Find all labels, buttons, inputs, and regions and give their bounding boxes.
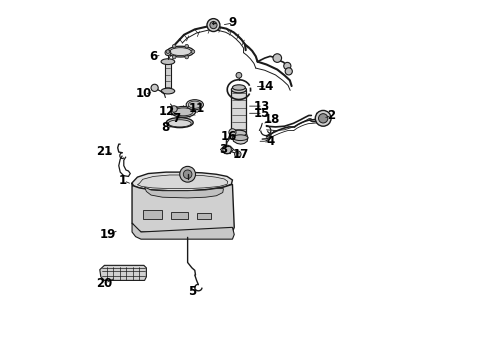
Ellipse shape xyxy=(188,101,201,108)
Circle shape xyxy=(210,22,217,29)
Polygon shape xyxy=(132,183,234,232)
Ellipse shape xyxy=(167,46,194,57)
Circle shape xyxy=(180,166,196,182)
Circle shape xyxy=(236,72,242,78)
Polygon shape xyxy=(145,187,223,198)
Ellipse shape xyxy=(161,59,175,64)
Ellipse shape xyxy=(168,120,191,127)
Text: 12: 12 xyxy=(159,105,175,118)
Ellipse shape xyxy=(232,85,245,90)
Polygon shape xyxy=(132,172,232,191)
Text: 8: 8 xyxy=(161,121,170,134)
Circle shape xyxy=(191,50,195,53)
Text: 2: 2 xyxy=(327,109,335,122)
Text: 7: 7 xyxy=(172,112,180,125)
Text: 5: 5 xyxy=(188,285,196,298)
Polygon shape xyxy=(231,90,246,134)
Polygon shape xyxy=(172,212,188,220)
Circle shape xyxy=(171,106,177,112)
Ellipse shape xyxy=(161,88,175,94)
Polygon shape xyxy=(196,213,211,220)
Circle shape xyxy=(318,114,328,123)
Ellipse shape xyxy=(171,107,196,117)
Circle shape xyxy=(165,50,171,55)
Text: 16: 16 xyxy=(220,130,237,143)
Text: 17: 17 xyxy=(233,148,249,161)
Ellipse shape xyxy=(231,86,246,93)
Circle shape xyxy=(223,145,231,154)
Text: 13: 13 xyxy=(254,100,270,113)
Text: 18: 18 xyxy=(264,113,280,126)
Circle shape xyxy=(183,170,192,179)
Circle shape xyxy=(229,129,236,136)
Polygon shape xyxy=(132,223,234,239)
Text: 21: 21 xyxy=(97,145,113,158)
Circle shape xyxy=(235,151,241,157)
Text: 19: 19 xyxy=(100,228,116,241)
Circle shape xyxy=(284,62,291,69)
Text: 9: 9 xyxy=(228,17,237,30)
Text: 10: 10 xyxy=(136,87,152,100)
Polygon shape xyxy=(232,134,248,144)
Polygon shape xyxy=(100,265,147,280)
Circle shape xyxy=(172,44,176,48)
Ellipse shape xyxy=(186,100,203,110)
Circle shape xyxy=(166,50,170,53)
Ellipse shape xyxy=(231,130,246,136)
Ellipse shape xyxy=(173,108,193,116)
Polygon shape xyxy=(143,211,162,219)
Ellipse shape xyxy=(233,135,248,140)
Ellipse shape xyxy=(170,48,191,55)
Text: 14: 14 xyxy=(258,80,274,93)
Circle shape xyxy=(185,55,189,59)
Circle shape xyxy=(207,19,220,32)
Circle shape xyxy=(315,111,331,126)
Circle shape xyxy=(285,68,293,75)
Text: 6: 6 xyxy=(149,50,158,63)
Ellipse shape xyxy=(166,118,193,128)
Text: 3: 3 xyxy=(220,143,227,156)
Circle shape xyxy=(172,55,176,59)
Circle shape xyxy=(273,54,282,62)
Text: 4: 4 xyxy=(266,135,274,148)
Polygon shape xyxy=(165,62,171,91)
Text: 20: 20 xyxy=(97,277,113,290)
Text: 1: 1 xyxy=(119,174,127,187)
Circle shape xyxy=(151,84,158,91)
Text: 11: 11 xyxy=(189,103,205,116)
Text: 15: 15 xyxy=(254,107,270,120)
Circle shape xyxy=(185,44,189,48)
Polygon shape xyxy=(137,175,228,189)
